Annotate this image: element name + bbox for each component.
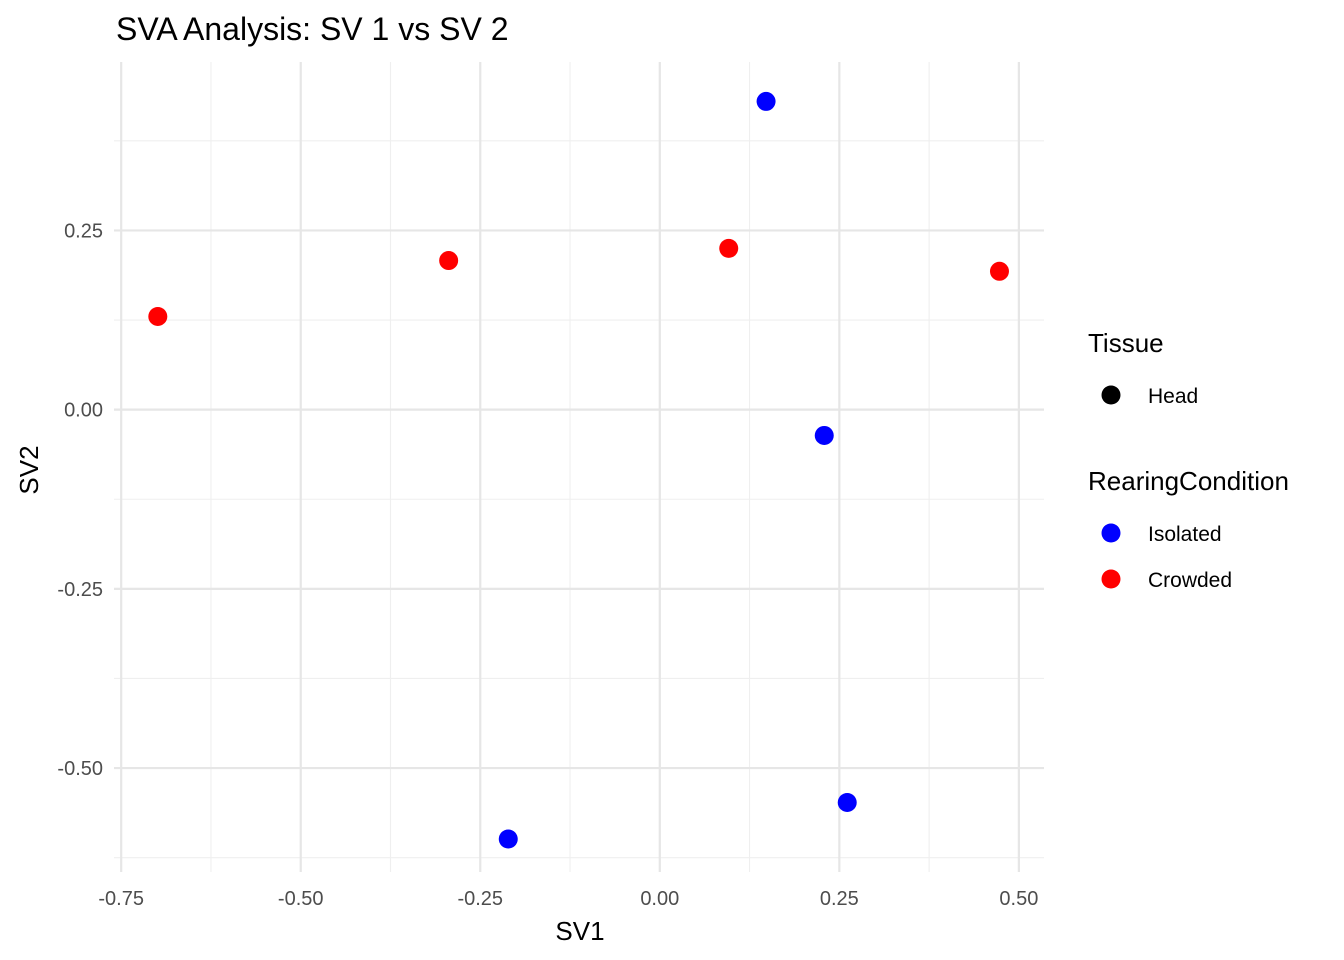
grid bbox=[114, 62, 1044, 872]
x-tick-label: -0.25 bbox=[457, 888, 503, 910]
data-point-isolated bbox=[814, 425, 834, 445]
x-axis-ticks: -0.75 -0.50 -0.25 0.00 0.25 0.50 bbox=[98, 888, 1038, 910]
legend: Tissue Head RearingCondition Isolated Crowde… bbox=[1088, 328, 1289, 592]
x-tick-label: -0.50 bbox=[278, 888, 324, 910]
y-tick-label: 0.25 bbox=[64, 220, 103, 242]
legend-key-crowded bbox=[1101, 569, 1121, 589]
x-tick-label: -0.75 bbox=[98, 888, 144, 910]
y-tick-label: 0.00 bbox=[64, 400, 103, 422]
legend-label-isolated: Isolated bbox=[1148, 523, 1222, 546]
data-point-isolated bbox=[756, 91, 776, 111]
y-tick-label: -0.25 bbox=[57, 579, 103, 601]
y-axis-ticks: -0.50 -0.25 0.00 0.25 bbox=[57, 220, 103, 780]
x-tick-label: 0.25 bbox=[820, 888, 859, 910]
x-axis-title: SV1 bbox=[555, 916, 604, 946]
data-point-crowded bbox=[719, 238, 739, 258]
legend-label-head: Head bbox=[1148, 385, 1198, 408]
data-point-crowded bbox=[439, 251, 459, 271]
legend-title-rearingcondition: RearingCondition bbox=[1088, 466, 1289, 496]
data-point-crowded bbox=[148, 306, 168, 326]
legend-label-crowded: Crowded bbox=[1148, 569, 1232, 592]
legend-key-isolated bbox=[1101, 523, 1121, 543]
data-point-crowded bbox=[989, 261, 1009, 281]
data-points bbox=[148, 91, 1009, 849]
chart-title: SVA Analysis: SV 1 vs SV 2 bbox=[116, 11, 508, 47]
x-tick-label: 0.00 bbox=[640, 888, 679, 910]
x-tick-label: 0.50 bbox=[999, 888, 1038, 910]
data-point-isolated bbox=[837, 792, 857, 812]
legend-key-head bbox=[1101, 385, 1121, 405]
y-tick-label: -0.50 bbox=[57, 758, 103, 780]
y-axis-title: SV2 bbox=[14, 445, 44, 494]
data-point-isolated bbox=[498, 829, 518, 849]
legend-title-tissue: Tissue bbox=[1088, 328, 1164, 358]
